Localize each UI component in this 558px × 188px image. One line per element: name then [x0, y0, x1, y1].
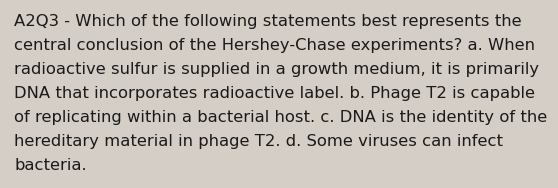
Text: central conclusion of the Hershey-Chase experiments? a. When: central conclusion of the Hershey-Chase …: [14, 38, 535, 53]
Text: A2Q3 - Which of the following statements best represents the: A2Q3 - Which of the following statements…: [14, 14, 522, 29]
Text: hereditary material in phage T2. d. Some viruses can infect: hereditary material in phage T2. d. Some…: [14, 134, 503, 149]
Text: DNA that incorporates radioactive label. b. Phage T2 is capable: DNA that incorporates radioactive label.…: [14, 86, 535, 101]
Text: bacteria.: bacteria.: [14, 158, 86, 173]
Text: radioactive sulfur is supplied in a growth medium, it is primarily: radioactive sulfur is supplied in a grow…: [14, 62, 539, 77]
Text: of replicating within a bacterial host. c. DNA is the identity of the: of replicating within a bacterial host. …: [14, 110, 547, 125]
